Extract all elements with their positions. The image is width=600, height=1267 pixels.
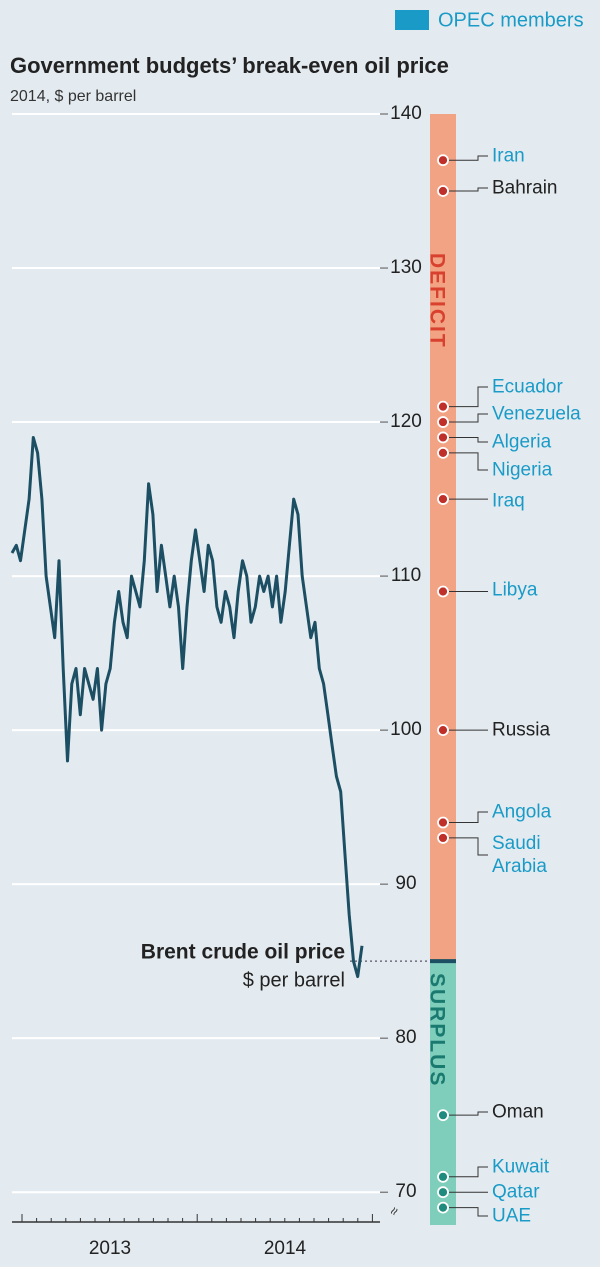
breakeven-dot	[437, 1186, 449, 1199]
y-tick-label: 110	[391, 565, 421, 586]
breakeven-dot	[437, 416, 449, 428]
y-tick-label: 120	[390, 411, 422, 432]
breakeven-dot	[437, 1201, 449, 1214]
country-label: Iran	[492, 145, 525, 167]
connector	[449, 187, 488, 192]
annotation: $ per barrel	[243, 969, 345, 991]
y-tick-label: 70	[395, 1181, 416, 1202]
connector	[449, 155, 488, 161]
surplus-label: SURPLUS	[425, 973, 448, 1087]
breakeven-dot	[437, 832, 449, 844]
country-label: Qatar	[492, 1181, 540, 1203]
breakeven-dot	[437, 185, 449, 197]
connector	[449, 436, 488, 443]
axis-break: ≈	[385, 1203, 403, 1218]
country-label: Ecuador	[492, 376, 563, 398]
connector	[449, 1166, 488, 1178]
y-tick-label: 100	[390, 719, 422, 740]
annotation: Brent crude oil price	[141, 941, 345, 964]
breakeven-dot	[437, 431, 449, 444]
breakeven-dot	[437, 1109, 449, 1122]
connector	[449, 811, 488, 824]
connector	[449, 413, 488, 423]
country-label: Algeria	[492, 431, 552, 453]
connector	[449, 837, 488, 856]
price-line	[10, 436, 364, 979]
x-tick-label: 2013	[89, 1238, 131, 1259]
connector	[449, 386, 488, 408]
breakeven-dot	[437, 400, 449, 413]
connector	[449, 1207, 488, 1217]
x-tick-label: 2014	[264, 1238, 307, 1259]
country-label: Nigeria	[492, 459, 553, 481]
country-label: Kuwait	[492, 1156, 550, 1178]
deficit-label: DEFICIT	[425, 253, 448, 349]
legend-label: OPEC members	[438, 9, 584, 31]
breakeven-dot	[437, 493, 449, 505]
country-label: Angola	[492, 801, 552, 823]
y-tick-label: 130	[390, 257, 422, 278]
country-label: Russia	[492, 719, 551, 741]
country-label: Saudi Arabia	[492, 833, 547, 877]
legend-swatch	[395, 10, 429, 30]
connector	[449, 1111, 488, 1116]
y-tick-label: 90	[395, 873, 416, 894]
breakeven-dot	[437, 816, 449, 829]
country-label: UAE	[492, 1205, 532, 1227]
breakeven-dot	[437, 446, 449, 459]
breakeven-dot	[437, 154, 449, 167]
country-label: Oman	[492, 1101, 544, 1123]
chart-title: Government budgets’ break-even oil price	[10, 53, 449, 78]
country-label: Venezuela	[492, 403, 581, 425]
breakeven-dot	[437, 1170, 449, 1183]
connector	[449, 452, 488, 471]
y-tick-label: 80	[395, 1027, 416, 1048]
country-label: Bahrain	[492, 177, 558, 199]
chart-subtitle: 2014, $ per barrel	[10, 88, 136, 105]
breakeven-dot	[437, 724, 449, 737]
y-tick-label: 140	[390, 103, 422, 124]
country-label: Iraq	[492, 490, 525, 512]
country-label: Libya	[492, 579, 538, 601]
breakeven-dot	[437, 585, 449, 598]
